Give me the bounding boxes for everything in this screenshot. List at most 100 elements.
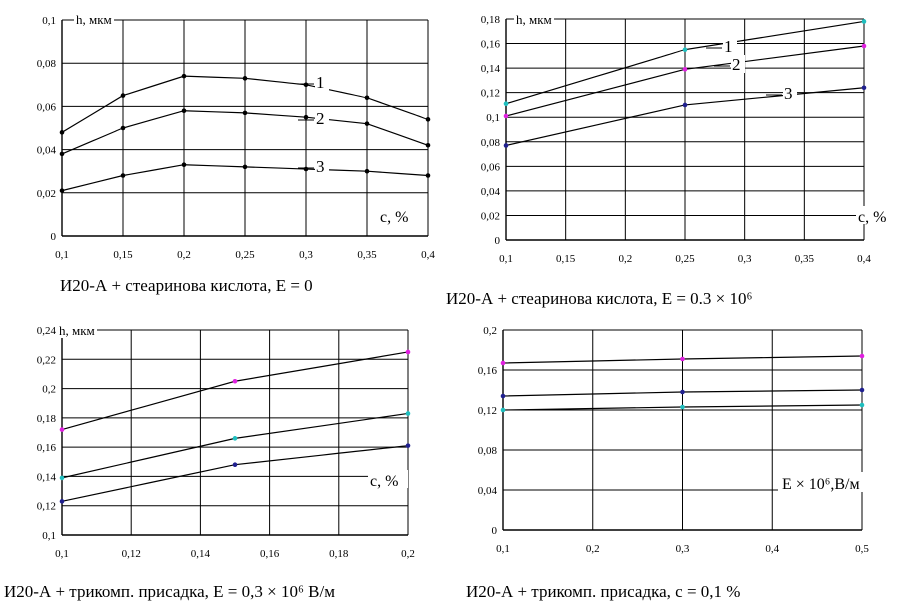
chart-4-x-tick-label: 0,2: [586, 543, 600, 555]
chart-3-x-tick-label: 0,2: [401, 548, 415, 560]
chart-1-series-3-point: [425, 173, 431, 178]
chart-panel-2: 00,020,040,060,080,10,120,140,160,18 0,1…: [446, 11, 896, 308]
chart-2-series-2-point: [682, 67, 688, 72]
chart-4-x-axis-label-text: E × 10⁶,В/м: [782, 476, 860, 493]
chart-2-caption: И20-А + стеаринова кислота, E = 0.3 × 10…: [446, 289, 753, 308]
chart-1-series-2-point: [242, 110, 248, 116]
chart-panel-4: 0 0,04 0,08 0,12 0,16 0,2 0,1 0,2 0,3 0,4 0,5 E ×…: [466, 325, 904, 601]
chart-1-grid: [61, 19, 429, 237]
chart-1-y-tick-label: 0,1: [42, 15, 56, 27]
chart-2-series-3-point: [503, 143, 509, 148]
chart-2-y-tick-label: 0,12: [481, 88, 500, 100]
chart-1-series-2-label-bg: [315, 109, 329, 127]
chart-3-series-1-point: [232, 378, 238, 384]
chart-2-x-tick-label: 0,4: [857, 253, 871, 265]
chart-2-series-1-point: [861, 19, 867, 24]
chart-1-series-3-point: [120, 173, 126, 178]
chart-1-x-axis-label: c, %: [378, 206, 418, 226]
chart-2-y-tick-label: 0,1: [486, 112, 500, 124]
chart-2-series-3-label-bg: [783, 84, 797, 102]
chart-2-y-tick-label: 0: [495, 235, 501, 247]
chart-1-y-ticks: 0 0,02 0,04 0,06 0,08 0,1: [37, 15, 57, 243]
chart-1-x-tick-label: 0,15: [113, 249, 133, 261]
chart-3-x-tick-label: 0,1: [55, 548, 69, 560]
chart-2-series-1-label-bg: [723, 37, 737, 55]
chart-2-series-2-label: 2: [732, 55, 741, 74]
chart-4-x-tick-label: 0,1: [496, 543, 510, 555]
chart-1-y-tick-label: 0,04: [37, 145, 57, 157]
chart-2-series-2-label-bg: [731, 55, 745, 73]
chart-2-series-3-point: [682, 102, 688, 108]
chart-4-series: [500, 353, 865, 413]
chart-2-y-ticks: 0 0,02 0,04 0,06 0,08 0,1 0,12 0,14 0,16 0,18: [481, 14, 501, 247]
chart-2-x-tick-label: 0,25: [675, 253, 695, 265]
chart-3-x-axis-label: c, %: [368, 470, 408, 490]
chart-1-series-3-label: 3: [316, 157, 325, 176]
chart-1-x-tick-label: 0,25: [235, 249, 255, 261]
chart-4-x-tick-label: 0,5: [855, 543, 869, 555]
chart-3-y-tick-label: 0,22: [37, 354, 56, 366]
chart-2-y-tick-label: 0,16: [481, 39, 501, 51]
chart-4-series-1-point: [859, 353, 865, 359]
chart-3-y-tick-label: 0,18: [37, 413, 57, 425]
chart-4-y-tick-label: 0: [492, 525, 498, 537]
chart-4-y-tick-label: 0,12: [478, 405, 497, 417]
chart-1-y-axis-label: h, мкм: [74, 11, 114, 27]
chart-1-series-3-point: [181, 162, 187, 168]
chart-1-series-2-point: [59, 151, 65, 157]
chart-1-series-1-point: [425, 117, 431, 122]
chart-3-series-3-point: [405, 443, 411, 448]
chart-3-x-tick-label: 0,12: [122, 548, 141, 560]
chart-panel-1: 00,020,040,060,080,1 0,1 0,15 0,2 0,25 0,3 0,…: [37, 11, 435, 295]
chart-1-series-1-point: [181, 73, 187, 79]
chart-2-y-axis-label: h, мкм: [514, 11, 554, 27]
chart-3-x-tick-label: 0,16: [260, 548, 280, 560]
chart-3-series: [59, 349, 411, 504]
chart-1-y-tick-label: 0: [51, 231, 57, 243]
chart-2-y-tick-label: 0,08: [481, 137, 501, 149]
chart-3-series-2-point: [405, 411, 411, 416]
chart-2-y-tick-label: 0,04: [481, 186, 501, 198]
chart-3-series-2-line: [61, 412, 409, 479]
chart-2-series-labels: 12 3: [706, 37, 797, 103]
chart-2-y-tick-label: 0,02: [481, 210, 500, 222]
chart-2-series-2-point: [503, 113, 509, 119]
chart-2-x-tick-label: 0,1: [499, 253, 513, 265]
chart-4-y-tick-label: 0,16: [478, 365, 498, 377]
chart-2-series-2-point: [861, 43, 867, 49]
chart-4-series-3-point: [500, 407, 506, 413]
chart-1-series: [59, 73, 431, 193]
chart-4-x-tick-label: 0,3: [676, 543, 690, 555]
chart-1-series-2-label: 2: [316, 109, 325, 128]
chart-4-x-ticks: 0,1 0,2 0,3 0,4 0,5: [496, 543, 869, 555]
chart-1-y-tick-label: 0,06: [37, 101, 57, 113]
chart-3-y-axis-label: h, мкм: [57, 322, 97, 338]
chart-1-series-2-point: [181, 108, 187, 114]
chart-2-x-ticks: 0,1 0,15 0,2 0,25 0,3 0,35 0,4: [499, 253, 871, 265]
chart-1-y-tick-label: 0,08: [37, 58, 57, 70]
chart-1-series-1-point: [242, 76, 248, 81]
chart-1-x-tick-label: 0,4: [421, 249, 435, 261]
chart-4-caption: И20-А + трикомп. присадка, c = 0,1 %: [466, 582, 740, 601]
chart-2-series-1-label: 1: [724, 37, 733, 56]
chart-3-series-3-line: [61, 445, 409, 502]
chart-4-series-3-point: [680, 404, 685, 410]
chart-3-y-axis-label-text: h, мкм: [59, 323, 95, 338]
chart-2-x-axis-label-text: c, %: [858, 209, 886, 226]
chart-3-y-tick-label: 0,16: [37, 442, 57, 454]
chart-1-caption: И20-А + стеаринова кислота, E = 0: [60, 276, 313, 295]
chart-1-x-tick-label: 0,1: [55, 249, 69, 261]
chart-1-series-3-point: [59, 188, 65, 193]
chart-4-y-tick-label: 0,04: [478, 485, 498, 497]
chart-1-series-2-point: [303, 114, 309, 120]
chart-3-x-tick-label: 0,14: [191, 548, 211, 560]
chart-4-y-tick-label: 0,2: [483, 325, 497, 337]
chart-2-series-3-point: [861, 85, 867, 91]
chart-2-y-tick-label: 0,18: [481, 14, 501, 26]
chart-3-series-3-point: [232, 462, 238, 468]
chart-1-y-tick-label: 0,02: [37, 188, 56, 200]
chart-4-series-2-point: [500, 393, 506, 399]
chart-3-x-ticks: 0,1 0,12 0,14 0,16 0,18 0,2: [55, 548, 415, 560]
chart-2-x-axis-label: c, %: [856, 206, 896, 226]
chart-1-series-3-point: [242, 164, 248, 170]
